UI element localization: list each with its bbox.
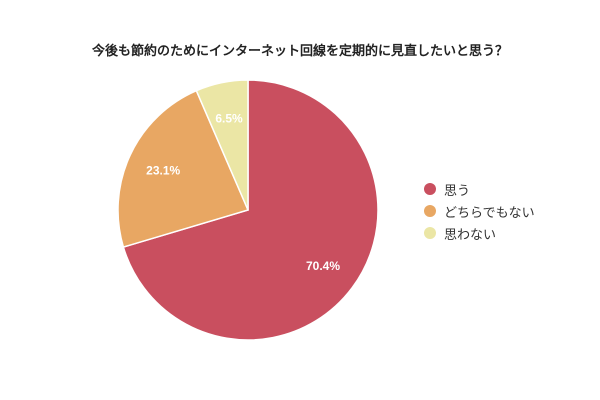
legend-item-no[interactable]: 思わない xyxy=(424,222,535,244)
legend-dot-icon xyxy=(424,183,436,195)
slice-value-label: 70.4% xyxy=(306,259,340,273)
slice-value-label: 6.5% xyxy=(215,111,243,125)
legend-item-yes[interactable]: 思う xyxy=(424,178,535,200)
legend-dot-icon xyxy=(424,205,436,217)
legend-label: どちらでもない xyxy=(444,205,535,221)
slice-yes[interactable] xyxy=(122,79,379,341)
chart-title: 今後も節約のためにインターネット回線を定期的に見直したいと思う？ xyxy=(91,44,508,59)
legend-item-neutral[interactable]: どちらでもない xyxy=(424,200,535,222)
slice-no[interactable] xyxy=(195,79,249,211)
slice-neutral[interactable] xyxy=(117,89,250,248)
legend-label: 思う xyxy=(444,183,471,199)
slice-value-label: 23.1% xyxy=(146,163,180,177)
legend: 思う どちらでもない 思わない xyxy=(424,178,535,244)
legend-dot-icon xyxy=(424,227,436,239)
legend-label: 思わない xyxy=(444,227,497,243)
